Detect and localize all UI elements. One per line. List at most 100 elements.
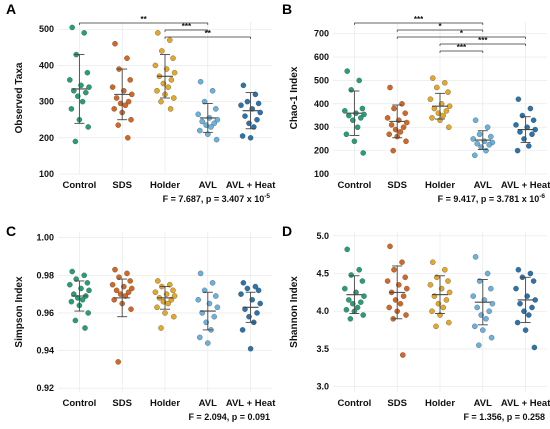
data-point [486,308,492,314]
data-point [430,75,436,81]
significance-label: *** [478,36,488,45]
data-point [113,287,120,294]
data-point [515,96,522,102]
data-point [402,274,408,281]
data-point [343,306,350,313]
data-point [68,298,75,305]
data-point [201,287,208,294]
data-point [488,133,494,140]
stat-base: F = 9.417, p = 3.781 x 10 [438,194,540,204]
x-category-label: AVL + Heat [501,398,550,409]
panel-b: B 100 200 300 400 500 600 700 Chao-1 Index Contro… [282,1,550,204]
data-point [446,124,452,130]
data-point [443,297,450,303]
panel-d: D 3.0 3.5 4.0 4.5 5.0 Shannon Index Control SDS H… [282,223,550,422]
data-point [403,138,409,145]
data-point [513,122,519,128]
data-point [429,115,435,121]
series-avl [470,254,496,348]
y-tick-label: 100 [39,169,54,179]
data-point [83,89,89,96]
data-point [69,268,75,275]
stat-text: F = 1.356, p = 0.258 [463,412,545,422]
series-holder [152,30,178,112]
y-tick-label: 300 [39,97,54,107]
data-point [251,124,257,130]
data-point [213,136,220,143]
stat-text: F = 7.687, p = 3.407 x 10-5 [163,193,271,204]
x-category-label: Holder [150,180,180,191]
data-point [442,80,448,86]
data-point [483,147,489,154]
data-point [239,327,246,333]
data-point [112,40,118,47]
data-point [443,108,450,114]
data-point [513,285,519,292]
data-point [527,105,534,112]
data-point [238,291,244,297]
y-tick-label: 1.00 [36,233,54,243]
data-point [86,84,92,90]
data-point [68,106,75,112]
data-point [84,69,91,76]
data-point [252,283,259,290]
data-point [400,293,407,299]
data-point [255,100,262,107]
data-point [195,111,201,118]
series-avl-heat [513,96,538,154]
data-point [167,281,173,288]
data-point [171,95,177,101]
y-tick-label: 3.5 [316,344,329,354]
data-point [346,297,352,303]
significance-label: *** [182,22,192,31]
data-point [472,117,479,123]
data-point [171,69,178,76]
data-point [359,278,366,284]
stat-base: F = 2.094, p = 0.091 [188,412,270,422]
data-point [484,270,491,277]
data-point [531,344,538,351]
data-point [530,278,537,284]
data-point [122,102,129,108]
y-axis-label: Observed Taxa [14,62,25,133]
data-point [474,304,480,311]
y-tick-label: 400 [314,99,329,109]
significance-label: ** [205,29,212,38]
data-point [488,285,494,292]
data-point [158,325,164,331]
panel-letter: B [282,1,292,17]
data-point [122,293,129,299]
data-point [254,116,260,123]
data-point [195,297,201,303]
data-point [387,243,393,250]
data-point [254,310,260,316]
data-point [427,96,434,102]
series-sds [384,84,410,154]
data-point [404,285,410,292]
stat-exponent: -5 [264,193,270,200]
data-point [125,289,132,295]
x-category-label: Control [63,180,97,191]
data-point [384,115,391,121]
data-point [356,77,362,84]
panel-a: A 100 200 300 400 500 Observed Taxa Control SDS H… [6,1,276,204]
x-category-label: SDS [387,398,407,409]
data-point [116,274,122,280]
y-tick-label: 500 [314,75,329,85]
data-point [358,299,364,305]
significance-label: *** [457,43,467,52]
x-category-label: Control [63,398,97,409]
data-point [470,293,476,299]
data-point [257,300,263,307]
y-tick-label: 200 [39,133,54,143]
data-point [514,319,521,326]
data-point [351,138,358,145]
data-point [162,310,168,316]
data-point [79,98,86,105]
data-point [211,313,217,320]
data-point [526,143,532,149]
y-axis-label: Chao-1 Index [289,66,300,129]
data-point [85,124,91,130]
data-point [124,270,130,277]
x-category-label: SDS [387,180,407,191]
